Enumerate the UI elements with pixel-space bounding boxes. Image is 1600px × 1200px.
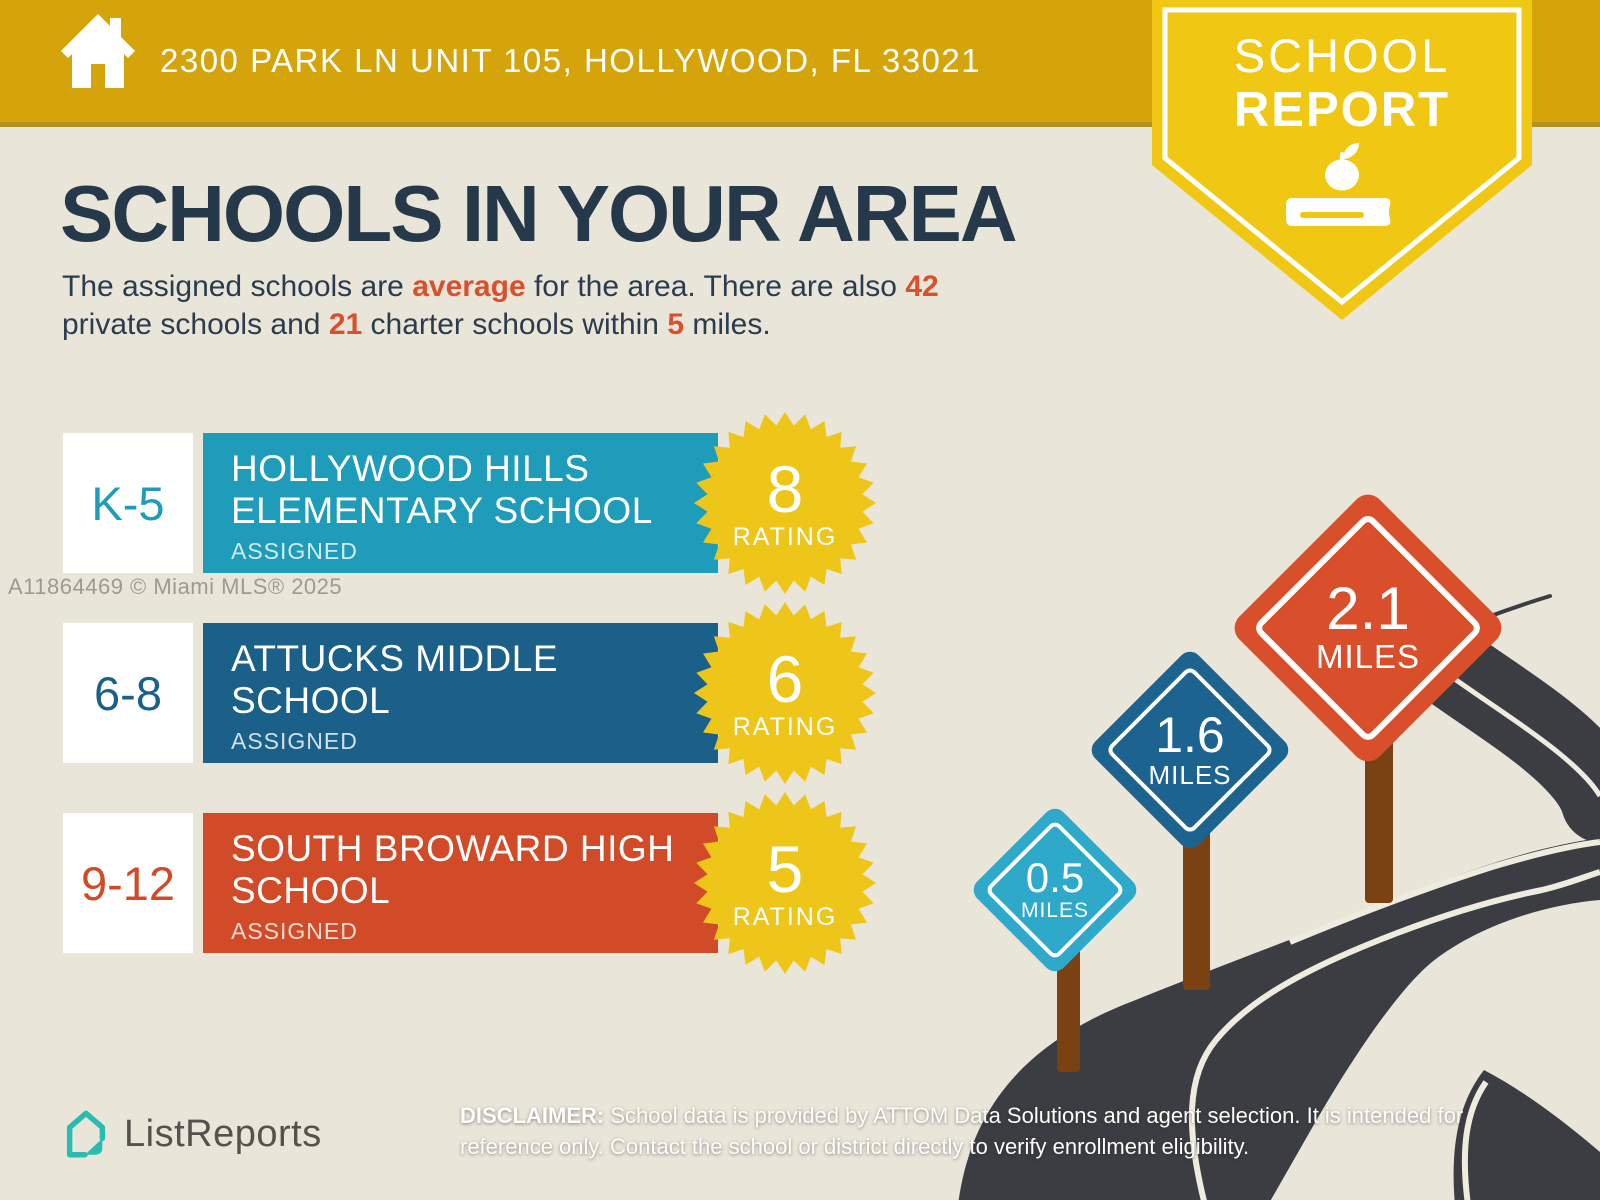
- listreports-logo-icon: [66, 1110, 106, 1158]
- distance-sign-2-1-miles: 2.1 MILES: [1227, 487, 1509, 769]
- distance-sign-0-5-miles: 0.5 MILES: [968, 803, 1142, 977]
- grade-range-badge: 9-12: [63, 813, 193, 953]
- apple-icon: [1325, 143, 1359, 191]
- home-icon: [61, 14, 135, 88]
- disclaimer-label: DISCLAIMER:: [460, 1103, 605, 1128]
- property-address: 2300 PARK LN UNIT 105, HOLLYWOOD, FL 330…: [160, 42, 982, 79]
- book-icon: [1286, 198, 1391, 226]
- school-status: ASSIGNED: [231, 728, 358, 754]
- grade-range-badge: K-5: [63, 433, 193, 573]
- rating-starburst: 6 RATING: [693, 601, 877, 785]
- intro-line1: The assigned schools are average for the…: [62, 270, 939, 303]
- badge-line1: SCHOOL: [1234, 29, 1451, 82]
- school-bar: HOLLYWOOD HILLS ELEMENTARY SCHOOL ASSIGN…: [203, 433, 718, 573]
- badge-line2: REPORT: [1234, 83, 1450, 137]
- starburst-icon: [694, 792, 876, 974]
- rating-label: RATING: [732, 522, 838, 551]
- highlight-private-count: 42: [905, 270, 939, 303]
- rating-value: 8: [766, 451, 804, 526]
- school-name-line1: HOLLYWOOD HILLS: [231, 448, 590, 489]
- listreports-logo: ListReports: [62, 1108, 322, 1160]
- school-name-line2: ELEMENTARY SCHOOL: [231, 490, 653, 531]
- starburst-icon: [694, 412, 876, 594]
- school-status: ASSIGNED: [231, 918, 358, 944]
- page-title: SCHOOLS IN YOUR AREA: [60, 169, 1018, 258]
- school-name-line1: ATTUCKS MIDDLE: [231, 638, 559, 679]
- starburst-icon: [694, 602, 876, 784]
- rating-value: 6: [766, 641, 804, 716]
- road-corner-line: [1461, 1080, 1489, 1200]
- badge-inner-border: [1162, 7, 1522, 306]
- school-report-badge: SCHOOL REPORT: [1152, 0, 1532, 320]
- distance-value: 2.1: [1326, 575, 1410, 642]
- brand-name: ListReports: [124, 1112, 322, 1155]
- road-center-line: [1188, 869, 1600, 1200]
- mls-watermark: A11864469 © Miami MLS® 2025: [8, 574, 343, 599]
- distance-unit: MILES: [1148, 759, 1232, 790]
- school-bar: SOUTH BROWARD HIGH SCHOOL ASSIGNED: [203, 813, 718, 953]
- rating-value: 5: [766, 831, 804, 906]
- road-edge-line: [1288, 839, 1600, 945]
- distance-unit: MILES: [1020, 899, 1090, 922]
- school-name-line2: SCHOOL: [231, 870, 391, 911]
- distance-sign-1-6-miles: 1.6 MILES: [1086, 646, 1294, 854]
- disclaimer-text: DISCLAIMER: School data is provided by A…: [460, 1103, 1464, 1159]
- road-corner-band: [1453, 1070, 1600, 1200]
- rating-starburst: 8 RATING: [693, 411, 877, 595]
- rating-label: RATING: [732, 712, 838, 741]
- highlight-miles: 5: [667, 308, 685, 341]
- highlight-charter-count: 21: [328, 308, 363, 341]
- intro-text: The assigned schools are average for the…: [62, 268, 939, 344]
- school-name-line2: SCHOOL: [231, 680, 391, 721]
- school-name-line1: SOUTH BROWARD HIGH: [231, 828, 675, 869]
- rating-starburst: 5 RATING: [693, 791, 877, 975]
- highlight-average: average: [412, 270, 526, 303]
- intro-line2: private schools and 21 charter schools w…: [62, 308, 771, 341]
- road-near-band: [958, 838, 1600, 1200]
- school-status: ASSIGNED: [231, 538, 358, 564]
- distance-value: 0.5: [1025, 854, 1085, 901]
- grade-range-badge: 6-8: [63, 623, 193, 763]
- road-far-edge-line: [1432, 661, 1600, 798]
- school-bar: ATTUCKS MIDDLE SCHOOL ASSIGNED: [203, 623, 718, 763]
- distance-value: 1.6: [1155, 706, 1225, 763]
- distance-unit: MILES: [1315, 638, 1421, 675]
- rating-label: RATING: [732, 902, 838, 931]
